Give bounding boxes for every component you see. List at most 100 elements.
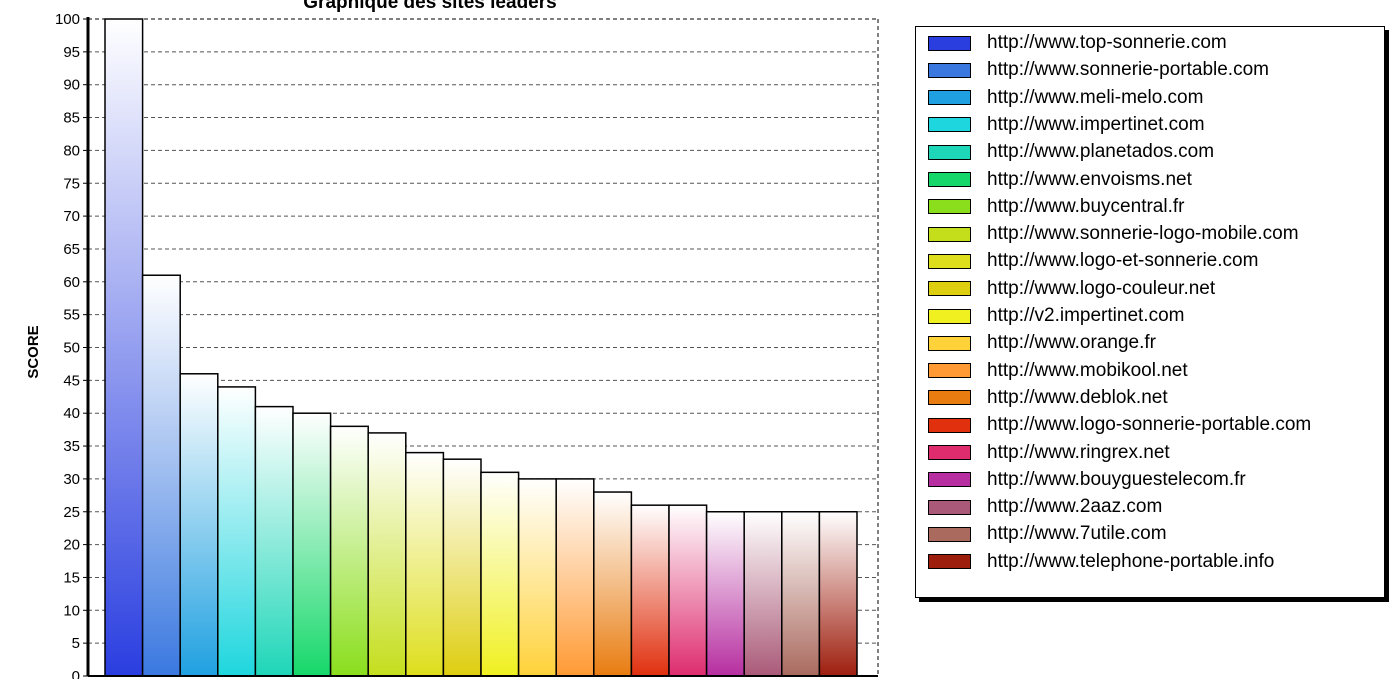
legend-swatch (928, 390, 971, 406)
legend-label: http://www.bouyguestelecom.fr (987, 468, 1246, 490)
bar (104, 18, 144, 677)
legend-item: http://www.logo-couleur.net (928, 277, 1216, 299)
legend-label: http://www.sonnerie-portable.com (987, 59, 1269, 81)
legend-swatch (928, 308, 971, 324)
legend-label: http://www.logo-et-sonnerie.com (987, 250, 1259, 272)
legend-label: http://www.sonnerie-logo-mobile.com (987, 223, 1299, 245)
bar (367, 432, 407, 677)
legend-item: http://www.envoisms.net (928, 168, 1192, 190)
legend-swatch (928, 117, 971, 133)
y-tick-label: 20 (63, 537, 80, 554)
legend-item: http://www.bouyguestelecom.fr (928, 468, 1246, 490)
bar (555, 478, 595, 677)
legend-swatch (928, 472, 971, 488)
legend-item: http://www.logo-sonnerie-portable.com (928, 414, 1312, 436)
legend-item: http://www.7utile.com (928, 523, 1167, 545)
bar (179, 373, 219, 677)
legend-swatch (928, 226, 971, 242)
bar (593, 491, 633, 677)
legend-label: http://www.meli-melo.com (987, 86, 1204, 108)
bar (217, 386, 257, 677)
y-tick-label: 5 (72, 635, 80, 652)
legend-swatch (928, 526, 971, 542)
legend-swatch (928, 281, 971, 297)
legend-label: http://www.7utile.com (987, 523, 1167, 545)
legend-item: http://www.deblok.net (928, 386, 1168, 408)
legend-label: http://www.orange.fr (987, 332, 1156, 354)
y-tick-label: 65 (63, 241, 80, 258)
legend-label: http://www.planetados.com (987, 141, 1215, 163)
bar (292, 412, 332, 677)
legend: http://www.top-sonnerie.com http://www.so… (915, 26, 1385, 598)
y-tick-label: 55 (63, 307, 80, 324)
y-tick-label: 15 (63, 569, 80, 586)
legend-swatch (928, 199, 971, 215)
legend-item: http://www.planetados.com (928, 141, 1215, 163)
legend-label: http://www.logo-couleur.net (987, 277, 1216, 299)
legend-item: http://www.sonnerie-logo-mobile.com (928, 223, 1299, 245)
legend-label: http://www.mobikool.net (987, 359, 1188, 381)
bar (254, 405, 294, 677)
y-tick-label: 70 (63, 208, 80, 225)
y-tick-label: 90 (63, 77, 80, 94)
legend-item: http://www.buycentral.fr (928, 195, 1185, 217)
legend-item: http://www.telephone-portable.info (928, 550, 1275, 572)
legend-label: http://www.envoisms.net (987, 168, 1192, 190)
legend-label: http://www.buycentral.fr (987, 195, 1185, 217)
y-tick-label: 30 (63, 471, 80, 488)
legend-swatch (928, 35, 971, 51)
bar (630, 504, 670, 677)
legend-item: http://www.2aaz.com (928, 496, 1163, 518)
y-tick-label: 95 (63, 44, 80, 61)
legend-item: http://www.mobikool.net (928, 359, 1188, 381)
bar (141, 274, 181, 677)
bar (818, 511, 858, 677)
y-tick-label: 10 (63, 602, 80, 619)
y-tick-label: 0 (72, 668, 80, 679)
legend-item: http://v2.impertinet.com (928, 305, 1185, 326)
axes (86, 17, 879, 677)
legend-item: http://www.top-sonnerie.com (928, 32, 1227, 53)
y-tick-label: 60 (63, 274, 80, 291)
legend-swatch (928, 499, 971, 515)
y-tick-label: 100 (55, 11, 80, 28)
bar (743, 511, 783, 677)
legend-label: http://www.2aaz.com (987, 496, 1163, 518)
chart-title: Graphique des sites leaders (303, 0, 556, 13)
bar (442, 458, 482, 677)
legend-item: http://www.sonnerie-portable.com (928, 59, 1269, 81)
legend-swatch (928, 554, 971, 570)
legend-swatch (928, 335, 971, 351)
bar (705, 511, 745, 677)
bar (668, 504, 708, 677)
legend-item: http://www.logo-et-sonnerie.com (928, 250, 1259, 272)
legend-swatch (928, 144, 971, 160)
legend-item: http://www.impertinet.com (928, 113, 1205, 135)
legend-label: http://www.impertinet.com (987, 113, 1205, 135)
legend-swatch (928, 363, 971, 379)
legend-label: http://www.top-sonnerie.com (987, 32, 1227, 53)
y-tick-label: 80 (63, 142, 80, 159)
y-tick-label: 35 (63, 438, 80, 455)
legend-label: http://www.logo-sonnerie-portable.com (987, 414, 1312, 436)
legend-swatch (928, 253, 971, 269)
y-tick-label: 40 (63, 405, 80, 422)
legend-swatch (928, 90, 971, 106)
legend-swatch (928, 445, 971, 460)
legend-label: http://www.ringrex.net (987, 441, 1170, 463)
legend-swatch (928, 172, 971, 187)
legend-item: http://www.meli-melo.com (928, 86, 1204, 108)
y-axis-label: SCORE (25, 325, 42, 378)
bar-chart: Graphique des sites leaders SCORE 0 5 10 15… (25, 0, 879, 679)
legend-label: http://www.telephone-portable.info (987, 550, 1275, 572)
legend-item: http://www.ringrex.net (928, 441, 1170, 463)
y-tick-label: 85 (63, 110, 80, 127)
legend-swatch (928, 417, 971, 433)
y-tick-label: 75 (63, 175, 80, 192)
legend-item: http://www.orange.fr (928, 332, 1156, 354)
y-tick-label: 50 (63, 340, 80, 357)
legend-label: http://v2.impertinet.com (987, 305, 1185, 326)
bars (104, 18, 858, 677)
legend-label: http://www.deblok.net (987, 386, 1168, 408)
y-axis-ticks: 0 5 10 15 20 25 30 35 40 45 50 55 60 65 70 75 80 85 90 95 10… (55, 11, 88, 679)
